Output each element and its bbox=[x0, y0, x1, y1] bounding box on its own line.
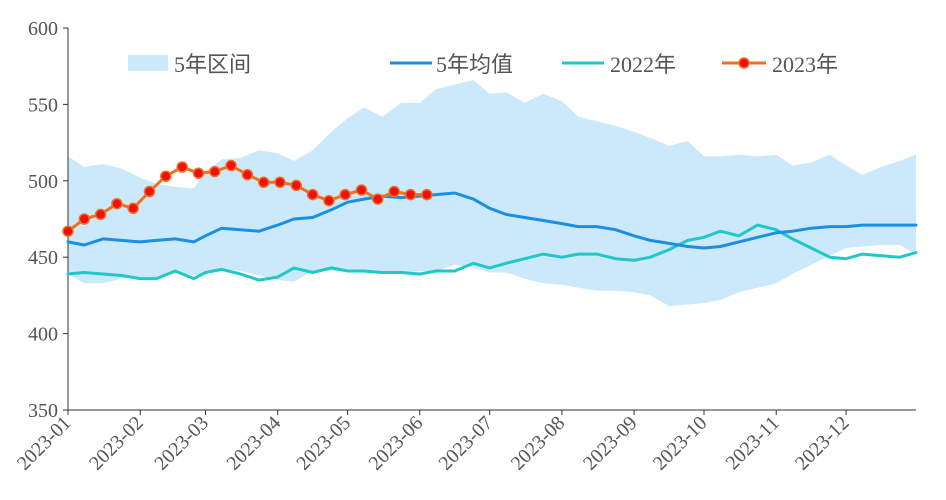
x-tick-label: 2023-05 bbox=[292, 412, 355, 475]
x-tick-label: 2023-12 bbox=[791, 412, 854, 475]
x-tick-label: 2023-03 bbox=[150, 412, 213, 475]
data-point-2023 bbox=[306, 188, 319, 201]
data-point-2023 bbox=[404, 188, 417, 201]
range-band-layer bbox=[68, 80, 916, 307]
x-tick-label: 2023-06 bbox=[365, 412, 428, 475]
legend-label-range-band: 5年区间 bbox=[174, 52, 251, 77]
data-point-2023 bbox=[209, 165, 221, 178]
data-point-2023 bbox=[127, 202, 139, 215]
series-line-avg bbox=[66, 191, 918, 250]
data-point-2023 bbox=[274, 176, 286, 189]
y-tick-label: 450 bbox=[28, 247, 58, 269]
legend: 5年区间 5年均值 2022年 2023年 bbox=[128, 52, 838, 77]
data-point-2023 bbox=[78, 213, 91, 225]
data-point-2023 bbox=[225, 159, 237, 172]
y-tick-label: 400 bbox=[28, 324, 58, 346]
series-line-2022 bbox=[66, 223, 918, 282]
data-point-2023 bbox=[290, 179, 303, 192]
data-point-2023 bbox=[62, 225, 74, 237]
data-point-2023 bbox=[339, 188, 351, 201]
y-tick-label: 350 bbox=[28, 400, 58, 422]
data-point-2023 bbox=[257, 176, 270, 189]
legend-label-2022: 2022年 bbox=[610, 52, 676, 77]
legend-label-2023: 2023年 bbox=[772, 52, 838, 77]
x-tick-label: 2023-11 bbox=[722, 412, 784, 474]
series-layer bbox=[62, 159, 918, 282]
data-point-2023 bbox=[355, 184, 368, 196]
data-point-2023 bbox=[94, 208, 107, 221]
data-point-2023 bbox=[323, 194, 335, 207]
x-tick-label: 2023-10 bbox=[649, 412, 712, 475]
data-point-2023 bbox=[192, 167, 205, 179]
y-tick-label: 600 bbox=[28, 18, 58, 40]
legend-swatch-range-band bbox=[128, 55, 168, 71]
legend-marker-2023 bbox=[738, 57, 750, 69]
x-tick-label: 2023-02 bbox=[85, 412, 148, 475]
data-point-2023 bbox=[111, 197, 123, 210]
data-point-2023 bbox=[388, 185, 400, 198]
data-point-2023 bbox=[160, 170, 172, 182]
x-tick-label: 2023-04 bbox=[223, 412, 286, 475]
x-tick-label: 2023-08 bbox=[507, 412, 570, 475]
data-point-2023 bbox=[143, 185, 156, 198]
x-tick-label: 2023-07 bbox=[435, 412, 498, 475]
x-tick-label: 2023-09 bbox=[579, 412, 642, 475]
y-tick-label: 500 bbox=[28, 171, 58, 193]
legend-label-avg: 5年均值 bbox=[436, 52, 513, 77]
y-tick-label: 550 bbox=[28, 94, 58, 116]
data-point-2023 bbox=[176, 161, 188, 173]
data-point-2023 bbox=[421, 188, 433, 201]
data-point-2023 bbox=[241, 168, 254, 181]
range-band-area bbox=[68, 80, 916, 307]
data-point-2023 bbox=[372, 193, 384, 205]
